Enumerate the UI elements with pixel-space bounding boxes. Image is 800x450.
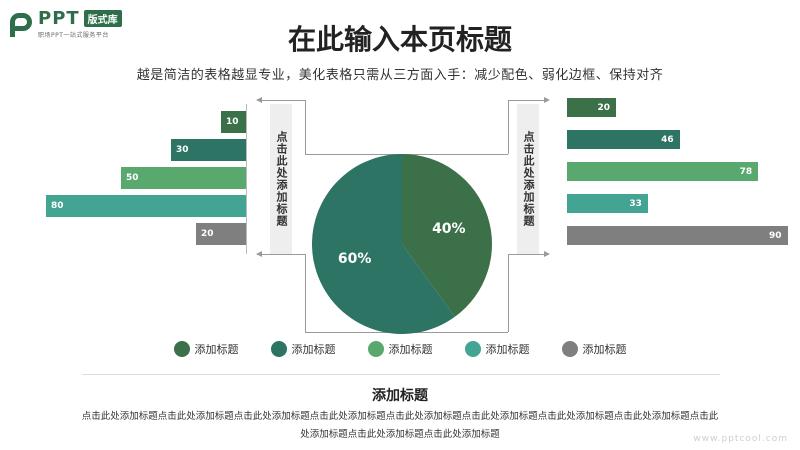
left-bar-1: 10 [221,111,246,133]
legend-label: 添加标题 [388,343,433,356]
legend-label: 添加标题 [194,343,239,356]
page-subtitle[interactable]: 越是简洁的表格越显专业，美化表格只需从三方面入手：减少配色、弱化边框、保持对齐 [136,68,664,83]
legend-dot-icon [561,341,578,357]
section-body[interactable]: 点击此处添加标题点击此处添加标题点击此处添加标题点击此处添加标题点击此处添加标题… [81,411,719,440]
left-side-label[interactable]: 点击此处添加标题 [270,104,292,254]
pie-slice-label: 40% [432,220,466,237]
arrow-right-icon [544,97,550,103]
right-bar-value: 46 [661,134,674,145]
legend-label: 添加标题 [485,343,530,356]
arrow-left-icon [256,251,262,257]
legend-item-1: 添加标题 [173,341,239,357]
left-bar-value: 80 [51,201,64,211]
right-bar-value: 78 [739,166,753,177]
legend-label: 添加标题 [291,343,336,356]
logo-badge: 版式库 [83,10,122,27]
right-side-label-text: 点击此处添加标题 [522,131,535,227]
watermark: www.pptcool.com [693,434,788,444]
legend-dot-icon [464,341,481,357]
legend-dot-icon [367,341,384,357]
page-title[interactable]: 在此输入本页标题 [287,23,512,56]
left-bar-4: 80 [46,195,246,217]
section-title[interactable]: 添加标题 [372,388,428,404]
right-bar-3: 78 [567,162,759,181]
legend: 添加标题 添加标题 添加标题 添加标题 添加标题 [0,341,800,357]
legend-dot-icon [173,341,190,357]
right-bar-value: 90 [768,230,782,241]
right-bar-value: 33 [629,198,642,209]
right-bar-1: 20 [567,98,616,117]
right-bar-5: 90 [567,226,788,245]
left-bar-value: 20 [201,229,214,239]
legend-dot-icon [270,341,287,357]
right-bar-2: 46 [567,130,680,149]
legend-label: 添加标题 [582,343,627,356]
right-bar-4: 33 [567,194,648,213]
logo-p-icon [8,11,34,37]
logo-brand: PPT [38,8,80,29]
left-bar-value: 10 [226,117,239,127]
legend-item-2: 添加标题 [270,341,336,357]
pie-slice-1 [402,154,492,317]
left-side-label-text: 点击此处添加标题 [275,131,288,227]
logo-tagline: 职场PPT一站式服务平台 [38,32,109,39]
logo: PPT 版式库 职场PPT一站式服务平台 [8,8,122,39]
left-bar-5: 20 [196,223,246,245]
legend-item-3: 添加标题 [367,341,433,357]
left-bar-3: 50 [121,167,246,189]
arrow-right-icon [544,251,550,257]
pie-slice-2 [312,154,455,334]
pie-chart [312,154,492,334]
divider [82,374,720,375]
right-side-label[interactable]: 点击此处添加标题 [517,104,539,254]
arrow-left-icon [256,97,262,103]
legend-item-5: 添加标题 [561,341,627,357]
right-bar-value: 20 [597,102,610,113]
left-axis-line [246,104,247,254]
pie-slice-label: 60% [337,251,372,268]
left-bar-value: 30 [176,145,189,155]
legend-item-4: 添加标题 [464,341,530,357]
left-bar-2: 30 [171,139,246,161]
left-bar-value: 50 [126,173,139,183]
